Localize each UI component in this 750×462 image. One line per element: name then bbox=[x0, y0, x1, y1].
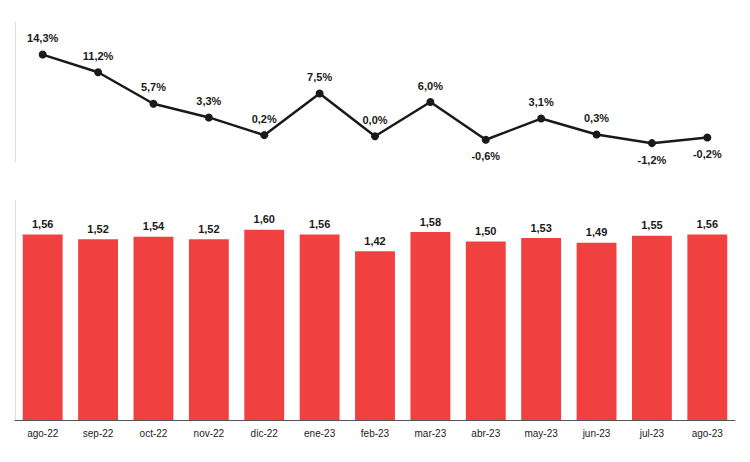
svg-text:3,3%: 3,3% bbox=[196, 95, 221, 107]
svg-text:1,56: 1,56 bbox=[697, 218, 718, 230]
svg-text:1,52: 1,52 bbox=[87, 223, 108, 235]
svg-text:0,0%: 0,0% bbox=[362, 114, 387, 126]
svg-text:ago-23: ago-23 bbox=[692, 428, 724, 439]
svg-text:1,58: 1,58 bbox=[420, 216, 441, 228]
svg-text:7,5%: 7,5% bbox=[307, 71, 332, 83]
svg-text:sep-22: sep-22 bbox=[83, 428, 114, 439]
svg-text:feb-23: feb-23 bbox=[361, 428, 390, 439]
svg-text:6,0%: 6,0% bbox=[418, 80, 443, 92]
svg-text:1,42: 1,42 bbox=[364, 235, 385, 247]
svg-text:1,49: 1,49 bbox=[586, 226, 607, 238]
svg-text:nov-22: nov-22 bbox=[194, 428, 225, 439]
svg-text:oct-22: oct-22 bbox=[140, 428, 168, 439]
svg-text:1,56: 1,56 bbox=[32, 218, 53, 230]
svg-text:1,56: 1,56 bbox=[309, 218, 330, 230]
svg-text:dic-22: dic-22 bbox=[251, 428, 279, 439]
svg-text:1,50: 1,50 bbox=[475, 225, 496, 237]
svg-text:jun-23: jun-23 bbox=[582, 428, 611, 439]
svg-text:1,54: 1,54 bbox=[143, 220, 165, 232]
svg-text:1,55: 1,55 bbox=[641, 219, 662, 231]
svg-text:3,1%: 3,1% bbox=[529, 96, 554, 108]
svg-text:1,60: 1,60 bbox=[254, 213, 275, 225]
svg-text:1,53: 1,53 bbox=[530, 222, 551, 234]
svg-text:11,2%: 11,2% bbox=[83, 50, 114, 62]
svg-text:abr-23: abr-23 bbox=[471, 428, 500, 439]
svg-text:5,7%: 5,7% bbox=[141, 81, 166, 93]
svg-text:ene-23: ene-23 bbox=[304, 428, 336, 439]
svg-text:0,2%: 0,2% bbox=[252, 113, 277, 125]
svg-text:-0,2%: -0,2% bbox=[693, 148, 722, 160]
svg-text:ago-22: ago-22 bbox=[27, 428, 59, 439]
svg-text:jul-23: jul-23 bbox=[639, 428, 665, 439]
svg-text:14,3%: 14,3% bbox=[27, 32, 58, 44]
svg-text:0,3%: 0,3% bbox=[584, 112, 609, 124]
svg-text:-1,2%: -1,2% bbox=[638, 154, 667, 166]
svg-text:may-23: may-23 bbox=[524, 428, 558, 439]
svg-text:-0,6%: -0,6% bbox=[471, 150, 500, 162]
svg-text:1,52: 1,52 bbox=[198, 223, 219, 235]
svg-text:mar-23: mar-23 bbox=[415, 428, 447, 439]
